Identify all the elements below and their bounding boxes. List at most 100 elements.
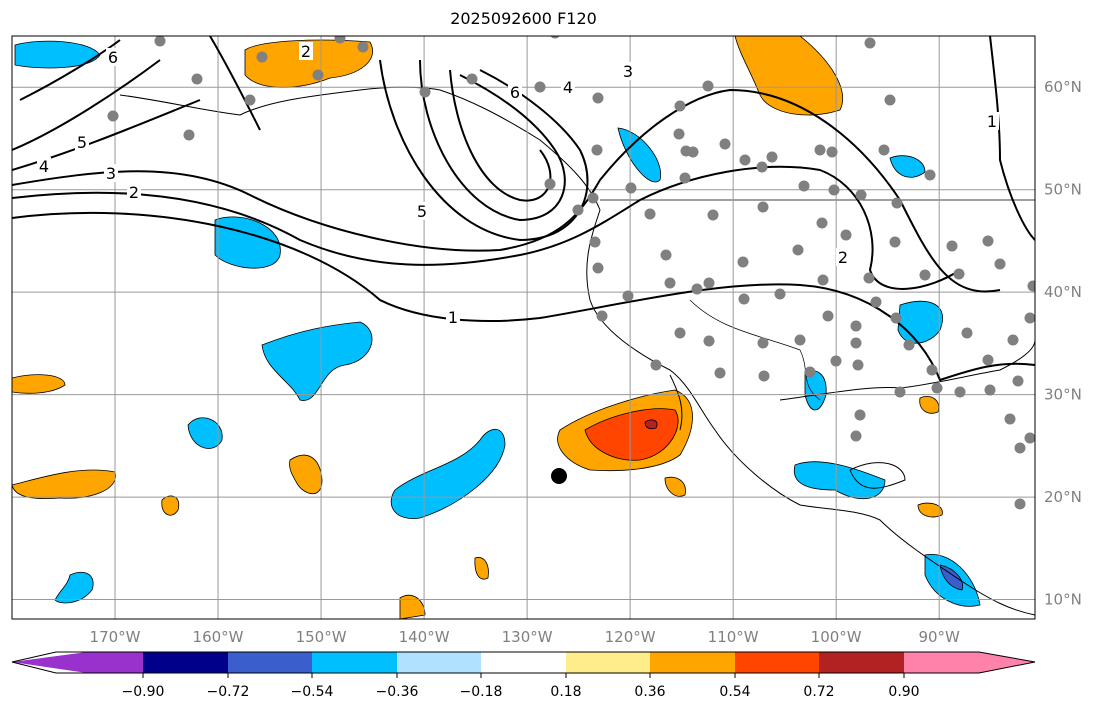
station-dot [894,386,906,398]
contour-label-bg [415,202,429,220]
station-dot [982,354,994,366]
station-dot [878,144,890,156]
contour-label: 4 [563,78,573,97]
positive-anomaly-region [664,476,686,497]
negative-anomaly-region [617,127,662,183]
colorbar-segment [143,652,228,673]
station-dot [691,283,703,295]
contour-label-bg [37,157,51,175]
station-dot [1014,442,1026,454]
station-dot [863,272,875,284]
station-dot [804,366,816,378]
lon-tick-label: 100°W [811,628,862,646]
station-dot [107,110,119,122]
colorbar: −0.90 −0.72 −0.54 −0.36 −0.18 0.18 0.36 0.54 0.7… [11,651,1036,700]
station-dot [757,201,769,213]
station-dot [792,244,804,256]
station-dot [884,94,896,106]
contour-label-bg [104,164,118,182]
station-dot [1027,280,1035,292]
station-dot [660,249,672,261]
station-dot [707,209,719,221]
station-dot [855,189,867,201]
contour-label-bg [561,78,575,96]
colorbar-segment [481,652,566,673]
station-dot [644,208,656,220]
station-dot [1024,312,1035,324]
station-dot [1012,375,1024,387]
contour-label-bg [508,83,522,101]
station-markers [107,36,1035,510]
colorbar-tick-label: 0.72 [803,684,834,700]
station-dot [625,182,637,194]
storm-center-marker [551,468,567,484]
station-dot [774,288,786,300]
station-dot [256,51,268,63]
negative-anomaly-region [939,564,963,591]
station-dot [794,334,806,346]
station-dot [244,94,256,106]
station-dot [703,277,715,289]
lon-tick-label: 140°W [399,628,450,646]
station-dot [840,229,852,241]
station-dot [954,386,966,398]
lat-tick-label: 10°N [1044,591,1082,609]
positive-anomaly-region [12,469,116,500]
station-dot [596,310,608,322]
coastlines [119,86,1035,616]
positive-anomaly-region [734,36,843,116]
station-dot [183,129,195,141]
colorbar-segment [566,652,650,673]
station-dot [650,359,662,371]
contour-label: 2 [838,248,848,267]
station-dot [994,258,1006,270]
station-dot [334,36,346,44]
station-dot [674,100,686,112]
negative-anomaly-region [261,321,373,401]
colorbar-extend-high [904,652,1035,673]
negative-anomaly-region [187,417,223,449]
colorbar-tick-label: −0.54 [291,684,334,700]
station-dot [766,151,778,163]
station-dot [891,197,903,209]
contour-label-bg [299,42,313,60]
colorbar-tick-label: −0.72 [207,684,250,700]
station-dot [757,337,769,349]
station-dot [931,382,943,394]
station-dot [953,268,965,280]
station-dot [1014,498,1026,510]
station-dot [758,370,770,382]
station-dot [312,69,324,81]
lat-tick-label: 50°N [1044,181,1082,199]
station-dot [703,335,715,347]
station-dot [1024,432,1035,444]
positive-anomaly-region [644,419,658,430]
station-dot [622,290,634,302]
lat-tick-label: 40°N [1044,283,1082,301]
station-dot [864,37,876,49]
positive-anomaly-region [12,374,66,394]
negative-anomaly-region [54,571,94,604]
station-dot [592,92,604,104]
lat-tick-label: 30°N [1044,386,1082,404]
contour-label: 5 [417,202,427,221]
station-dot [544,178,556,190]
map-title: 2025092600 F120 [450,9,597,28]
contour-label: 2 [301,42,311,61]
map-frame [11,35,1036,620]
lon-tick-label: 150°W [296,628,347,646]
station-dot [816,217,828,229]
colorbar-tick-label: −0.90 [122,684,165,700]
station-dot [814,144,826,156]
station-dot [679,172,691,184]
contour-label-bg [75,133,89,151]
colorbar-tick-label: −0.36 [376,684,419,700]
station-dot [357,41,369,53]
station-dot [984,384,996,396]
colorbar-segment [228,652,312,673]
station-dot [714,367,726,379]
colorbar-segment [312,652,397,673]
contour-label-bg [106,48,120,66]
station-dot [854,409,866,421]
